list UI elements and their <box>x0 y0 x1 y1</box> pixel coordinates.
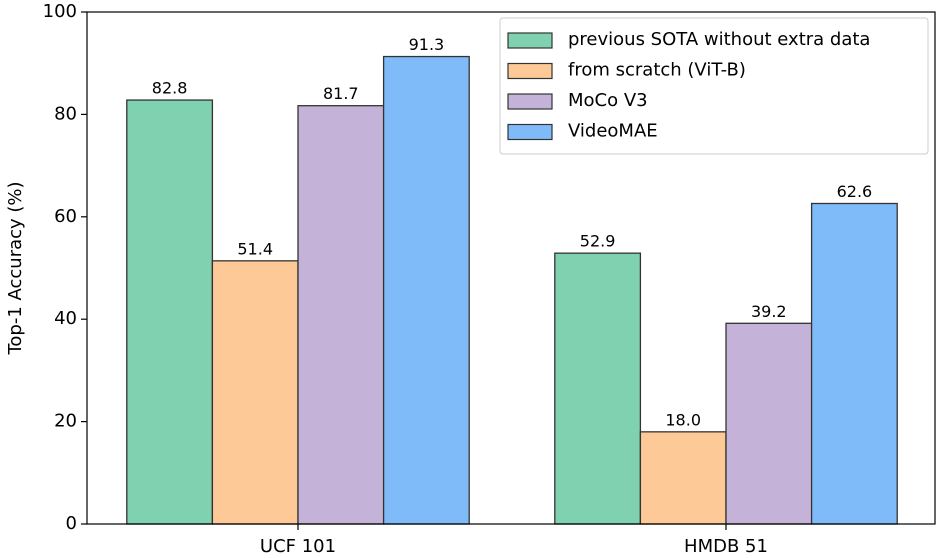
legend-box <box>499 17 929 155</box>
value-label: 62.6 <box>837 182 873 201</box>
value-label: 81.7 <box>323 84 359 103</box>
bar <box>725 322 813 525</box>
bar <box>810 202 898 525</box>
bar <box>211 260 299 525</box>
value-label: 52.9 <box>580 232 616 251</box>
legend-swatch <box>507 32 553 49</box>
value-label: 91.3 <box>409 35 445 54</box>
value-label: 39.2 <box>751 302 787 321</box>
y-axis-label: Top-1 Accuracy (%) <box>5 181 26 355</box>
legend-label: from scratch (ViT-B) <box>568 60 746 81</box>
legend-label: VideoMAE <box>568 121 658 142</box>
value-label: 82.8 <box>152 79 188 98</box>
legend-swatch <box>507 62 553 80</box>
value-label: 51.4 <box>237 239 273 258</box>
legend-swatch <box>507 93 553 110</box>
legend-swatch <box>507 123 553 141</box>
bar <box>297 105 385 525</box>
y-tick-label: 80 <box>54 103 77 124</box>
legend-label: MoCo V3 <box>568 90 648 111</box>
y-tick-label: 60 <box>54 206 77 227</box>
y-tick-label: 20 <box>54 411 77 432</box>
legend-label: previous SOTA without extra data <box>568 29 870 50</box>
x-tick-label: HMDB 51 <box>684 536 768 557</box>
bar <box>639 431 727 525</box>
value-label: 18.0 <box>665 410 701 429</box>
plot-frame <box>86 11 936 525</box>
y-tick-label: 40 <box>54 308 77 329</box>
y-tick-label: 0 <box>66 513 77 534</box>
bar <box>382 55 470 525</box>
bar <box>554 252 642 525</box>
x-tick-label: UCF 101 <box>260 536 336 557</box>
bar <box>126 99 214 525</box>
y-tick-label: 100 <box>43 1 77 22</box>
